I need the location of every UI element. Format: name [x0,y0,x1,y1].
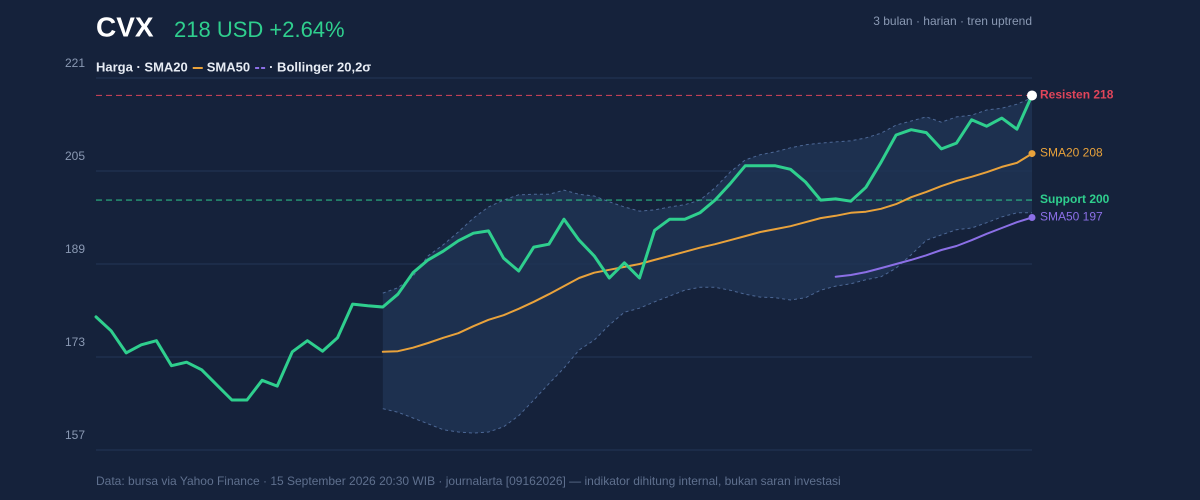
legend-text: SMA50 [207,59,250,74]
sma20-line [381,152,1033,353]
sma50-end-label: SMA50 197 [1040,210,1103,224]
legend-text: · Bollinger 20,2σ [269,59,371,74]
price-line [94,93,1034,402]
legend-text: Harga · SMA20 [96,59,188,74]
chart-subtitle: 218 USD +2.64% [174,17,345,42]
y-tick-label: 221 [65,56,85,70]
sma50-line [834,216,1033,278]
price-end-dot [1027,90,1037,101]
chart-note: 3 bulan · harian · tren uptrend [873,14,1032,28]
footer: Data: bursa via Yahoo Finance · 15 Septe… [96,474,841,488]
legend: Harga · SMA20 SMA50 · Bollinger 20,2σ [96,59,371,74]
bollinger-lower [382,212,1032,434]
chart-title: CVX [96,11,154,42]
level-label: Resisten 218 [1040,88,1114,102]
sma50-end-dot [1028,214,1036,221]
y-tick-label: 189 [65,242,85,256]
sma20-end-label: SMA20 208 [1040,146,1103,160]
bollinger-band [382,97,1032,434]
sma20-end-dot [1028,150,1036,158]
bollinger-upper [382,97,1033,294]
y-tick-label: 157 [65,428,85,442]
y-tick-label: 205 [65,149,85,163]
y-tick-label: 173 [65,335,85,349]
level-label: Support 200 [1040,192,1110,206]
